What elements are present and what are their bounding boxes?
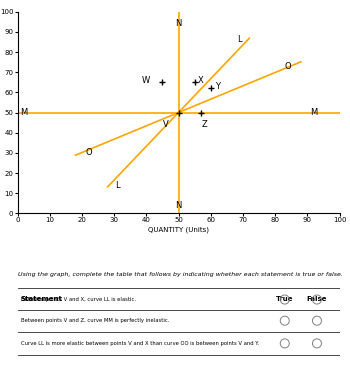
Text: Z: Z [201, 120, 207, 129]
Text: Between points V and Z, curve MM is perfectly inelastic.: Between points V and Z, curve MM is perf… [21, 318, 169, 323]
Text: Curve LL is more elastic between points V and X than curve OO is between points : Curve LL is more elastic between points … [21, 341, 259, 346]
Text: Between points V and X, curve LL is elastic.: Between points V and X, curve LL is elas… [21, 297, 136, 302]
Text: M: M [20, 108, 28, 117]
X-axis label: QUANTITY (Units): QUANTITY (Units) [148, 226, 209, 233]
Text: M: M [310, 108, 317, 117]
Text: L: L [115, 181, 120, 190]
Text: Statement: Statement [21, 296, 63, 302]
Text: Y: Y [215, 82, 220, 91]
Text: V: V [163, 120, 168, 129]
Text: W: W [142, 76, 150, 85]
Text: True: True [276, 296, 294, 302]
Text: O: O [285, 62, 291, 71]
Text: N: N [175, 201, 182, 210]
Text: O: O [85, 148, 92, 157]
Text: X: X [198, 76, 204, 85]
Text: Using the graph, complete the table that follows by indicating whether each stat: Using the graph, complete the table that… [18, 272, 342, 277]
Text: False: False [307, 296, 327, 302]
Text: L: L [237, 35, 242, 44]
Text: N: N [175, 19, 182, 28]
